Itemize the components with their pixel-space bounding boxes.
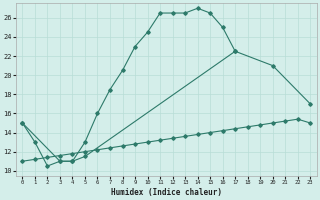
X-axis label: Humidex (Indice chaleur): Humidex (Indice chaleur)	[111, 188, 222, 197]
